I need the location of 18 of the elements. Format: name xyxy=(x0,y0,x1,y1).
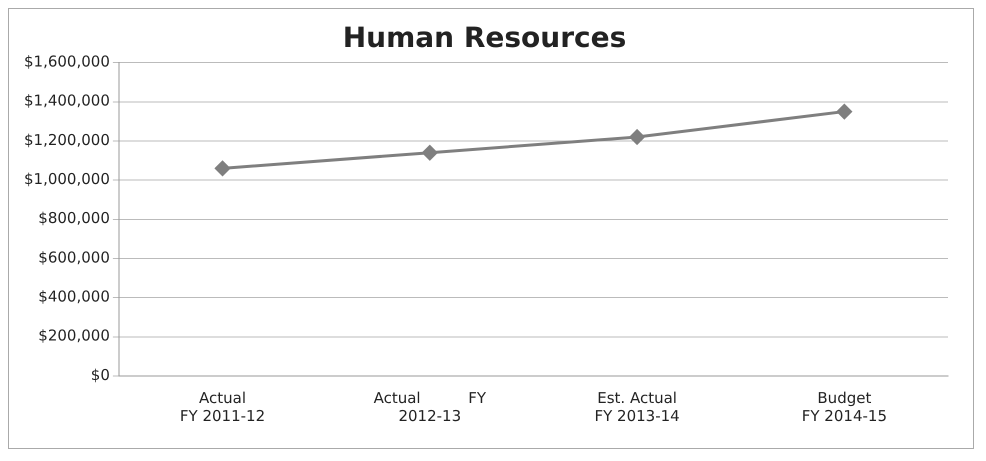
y-tick-label: $400,000 xyxy=(38,288,110,306)
y-tick-label: $800,000 xyxy=(38,209,110,228)
x-tick-label: Actual FY 2012-13 xyxy=(374,388,487,425)
x-tick-label: Est. Actual FY 2013-14 xyxy=(594,388,680,425)
y-tick-label: $200,000 xyxy=(38,326,110,345)
point xyxy=(836,104,852,120)
y-tick-label: $1,400,000 xyxy=(24,92,110,110)
y-tick-label: $1,200,000 xyxy=(24,130,110,149)
y-tick-label: $1,000,000 xyxy=(24,170,110,188)
chart-title: Human Resources xyxy=(342,21,626,54)
point xyxy=(422,145,438,160)
y-tick-label: $1,600,000 xyxy=(24,52,110,70)
y-tick-label: $0 xyxy=(90,366,110,384)
x-tick-label: Actual FY 2011-12 xyxy=(180,388,266,425)
y-tick-label: $600,000 xyxy=(38,248,110,266)
point xyxy=(215,160,230,176)
point xyxy=(630,130,645,145)
x-tick-label: Budget FY 2014-15 xyxy=(802,388,887,425)
